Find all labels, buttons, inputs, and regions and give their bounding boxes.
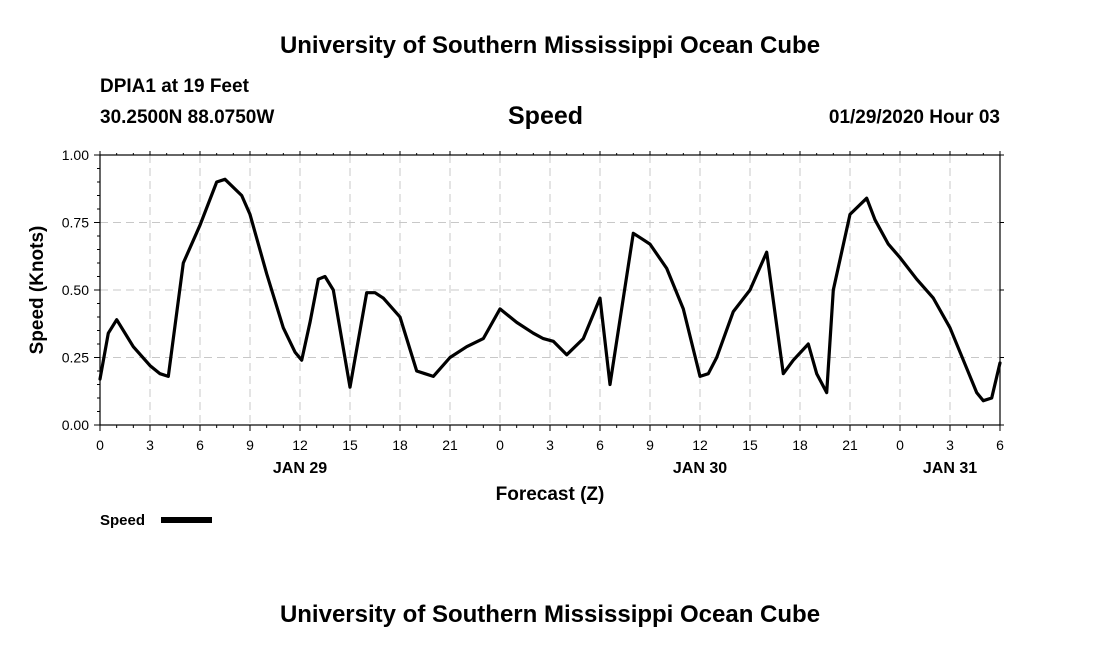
plot-title: Speed <box>508 102 584 130</box>
y-tick-label: 0.25 <box>62 350 89 366</box>
coordinates-label: 30.2500N 88.0750W <box>100 107 275 128</box>
legend-label: Speed <box>100 512 145 529</box>
x-tick-label: 3 <box>946 437 954 453</box>
x-tick-label: 15 <box>742 437 758 453</box>
x-tick-label: 9 <box>246 437 254 453</box>
x-tick-label: 0 <box>96 437 104 453</box>
y-tick-label: 0.00 <box>62 417 89 433</box>
x-tick-label: 0 <box>896 437 904 453</box>
date-label: JAN 30 <box>673 460 727 477</box>
y-tick-label: 1.00 <box>62 147 89 163</box>
tick-layer <box>94 151 1004 431</box>
x-tick-label: 9 <box>646 437 654 453</box>
station-label: DPIA1 at 19 Feet <box>100 76 249 97</box>
x-tick-label: 6 <box>596 437 604 453</box>
x-axis-title: Forecast (Z) <box>496 484 605 505</box>
y-axis-title: Speed (Knots) <box>27 226 48 355</box>
x-tick-label: 3 <box>546 437 554 453</box>
date-label: JAN 31 <box>923 460 977 477</box>
x-tick-label: 12 <box>692 437 708 453</box>
y-tick-label: 0.75 <box>62 215 89 231</box>
x-tick-label: 21 <box>442 437 458 453</box>
x-tick-label: 12 <box>292 437 308 453</box>
label-layer: 0 3 6 9 12 15 18 21 0 3 6 9 12 15 18 21 0 3 6 0.00 0.25 0.50 0… <box>62 147 1004 477</box>
x-tick-label: 3 <box>146 437 154 453</box>
x-tick-label: 18 <box>392 437 408 453</box>
series-line-speed <box>98 177 1002 403</box>
top-title: University of Southern Mississippi Ocean… <box>279 32 821 59</box>
plot-frame <box>99 154 1001 426</box>
x-tick-label: 21 <box>842 437 858 453</box>
x-tick-label: 6 <box>196 437 204 453</box>
y-tick-label: 0.50 <box>62 282 89 298</box>
x-tick-label: 0 <box>496 437 504 453</box>
datetime-label: 01/29/2020 Hour 03 <box>828 107 1000 128</box>
grid-layer <box>100 155 1000 425</box>
x-tick-label: 15 <box>342 437 358 453</box>
x-tick-label: 6 <box>996 437 1004 453</box>
x-tick-label: 18 <box>792 437 808 453</box>
bottom-title: University of Southern Mississippi Ocean… <box>279 601 821 628</box>
date-label: JAN 29 <box>273 460 327 477</box>
